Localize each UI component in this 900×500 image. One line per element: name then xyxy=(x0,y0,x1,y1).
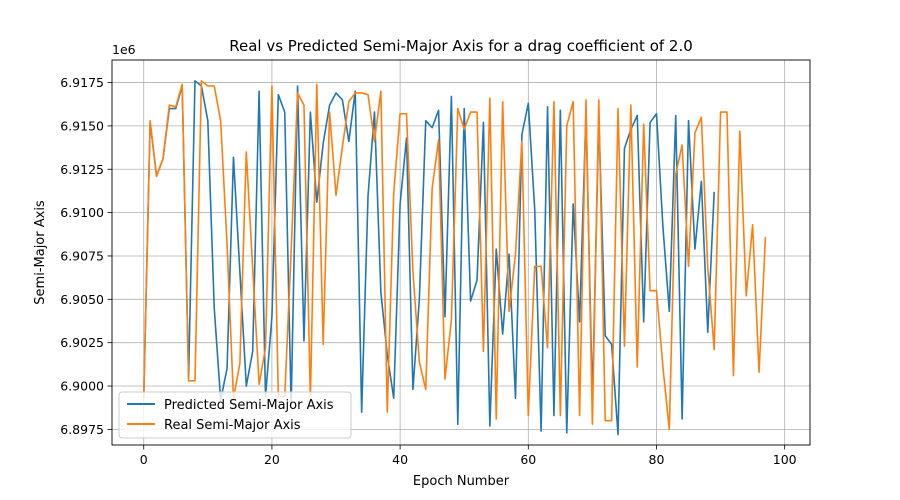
series-line-real xyxy=(142,80,767,431)
x-tick-label: 20 xyxy=(264,452,280,467)
x-axis-label: Epoch Number xyxy=(413,474,510,489)
y-tick-label: 6.9100 xyxy=(60,205,104,220)
legend-frame xyxy=(118,391,352,439)
chart-title: Real vs Predicted Semi-Major Axis for a … xyxy=(229,37,693,55)
x-tick-label: 0 xyxy=(140,452,148,467)
y-tick-label: 6.9125 xyxy=(60,162,104,177)
y-tick-label: 6.9000 xyxy=(60,379,104,394)
plot-area-frame xyxy=(111,59,811,446)
x-tick-label: 40 xyxy=(392,452,408,467)
y-tick-label: 6.9050 xyxy=(60,292,104,307)
axis-ticks: 0 20 40 60 80 100 6.8975 6.9000 6.9025 6.9050 6.90… xyxy=(60,75,796,467)
x-tick-label: 80 xyxy=(649,452,665,467)
y-tick-label: 6.9150 xyxy=(60,118,104,133)
y-tick-label: 6.9025 xyxy=(60,335,104,350)
x-tick-label: 60 xyxy=(520,452,536,467)
y-axis-offset-label: 1e6 xyxy=(112,42,136,57)
series-line-predicted xyxy=(142,80,715,436)
x-tick-label: 100 xyxy=(773,452,797,467)
y-tick-label: 6.9175 xyxy=(60,75,104,90)
legend: Predicted Semi-Major Axis Real Semi-Majo… xyxy=(118,391,352,439)
y-axis-label: Semi-Major Axis xyxy=(33,200,48,305)
legend-label-real: Real Semi-Major Axis xyxy=(164,418,301,433)
series-layer xyxy=(142,80,767,436)
y-tick-label: 6.8975 xyxy=(60,422,104,437)
legend-label-predicted: Predicted Semi-Major Axis xyxy=(164,398,334,413)
y-tick-label: 6.9075 xyxy=(60,248,104,263)
